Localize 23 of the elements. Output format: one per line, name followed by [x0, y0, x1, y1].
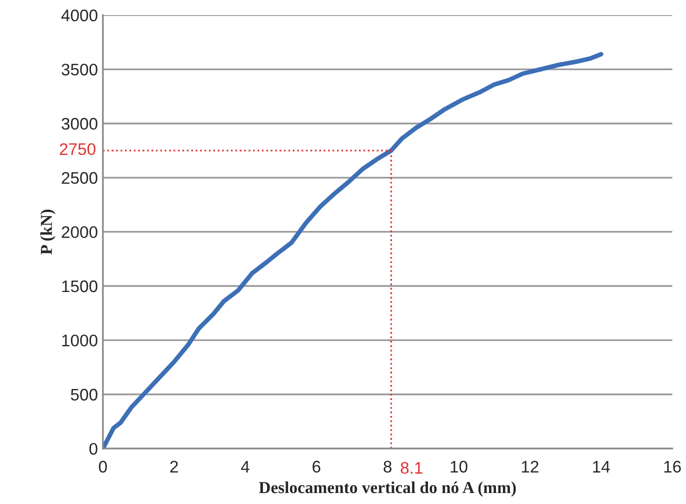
- y-tick-label: 2000: [62, 226, 98, 238]
- y-tick-label: 3500: [62, 64, 98, 76]
- x-tick-label: 0: [98, 460, 107, 473]
- line-series: [102, 52, 604, 449]
- y-tick-label: 2500: [62, 172, 98, 184]
- x-tick-label: 8: [384, 460, 392, 473]
- x-tick-label: 16: [664, 460, 681, 473]
- y-tick-label: 3000: [62, 118, 98, 130]
- y-tick-label: 1000: [62, 334, 98, 346]
- x-tick-label: 6: [312, 460, 320, 473]
- y-tick-label: 500: [70, 388, 98, 401]
- y-tick-label: 0: [89, 442, 98, 455]
- x-tick-label: 2: [170, 460, 178, 472]
- y-axis-title: P (kN): [40, 210, 56, 254]
- x-tick-label: 14: [593, 460, 610, 472]
- y-tick-label: 4000: [61, 10, 98, 22]
- x-axis-title: Deslocamento vertical do nó A (mm): [258, 481, 516, 497]
- x-tick-label: 12: [522, 460, 538, 472]
- ref-line-label: 8.1: [400, 462, 422, 474]
- ref-line-label: 2750: [60, 143, 96, 156]
- x-tick-label: 4: [240, 460, 250, 472]
- y-tick-label: 1500: [62, 280, 98, 292]
- x-tick-label: 10: [450, 460, 468, 473]
